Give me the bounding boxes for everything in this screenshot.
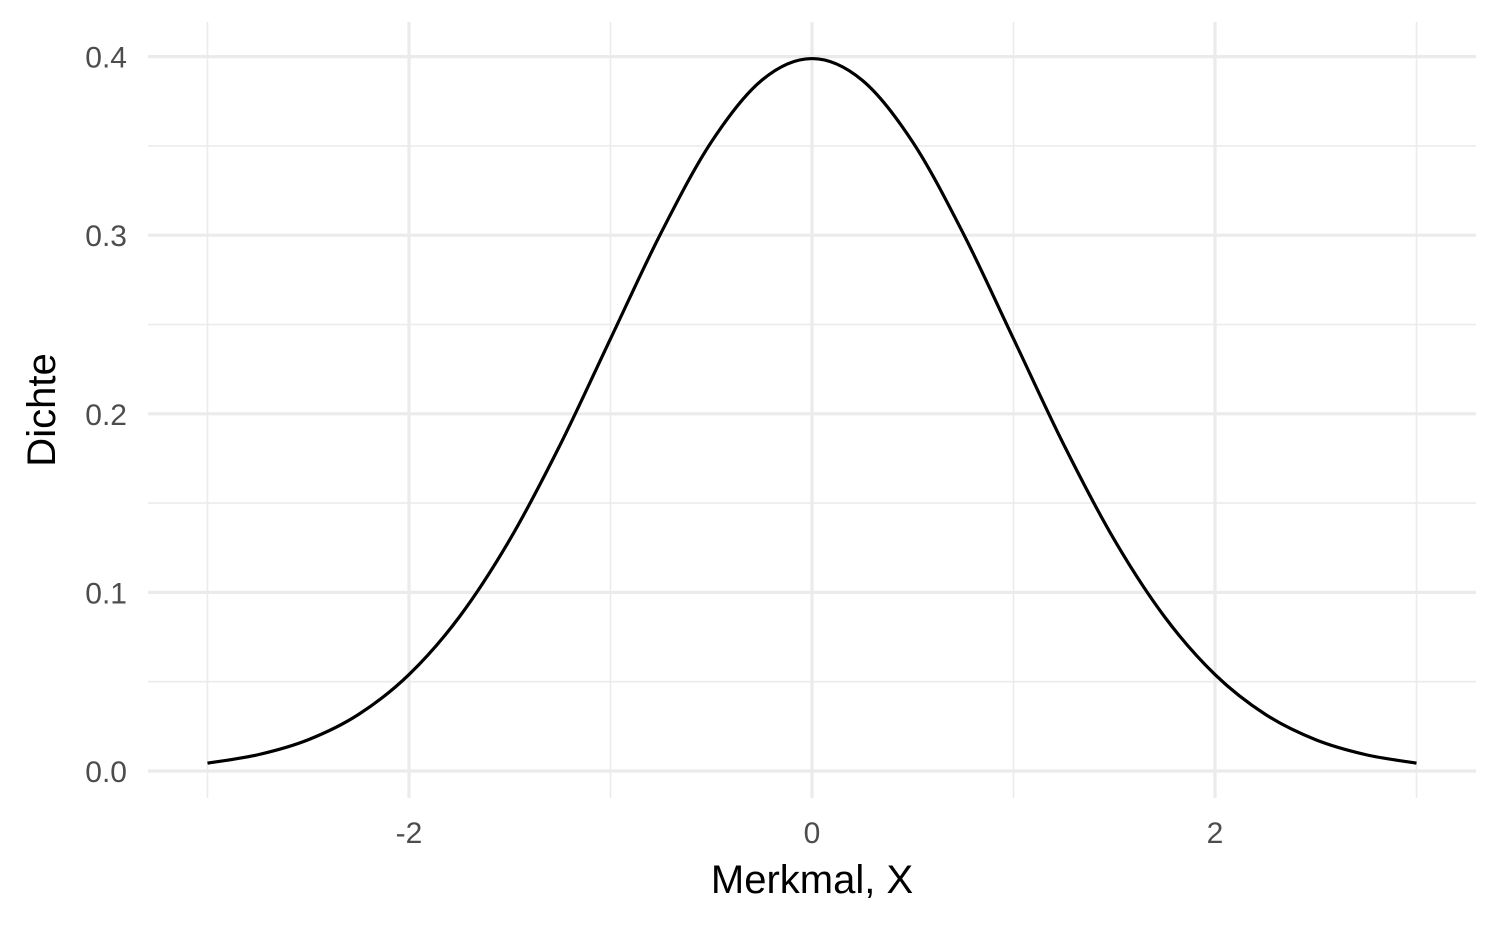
x-tick-label: 2: [1207, 817, 1224, 850]
y-tick-label: 0.3: [85, 220, 127, 253]
x-axis-title: Merkmal, X: [711, 858, 913, 902]
density-curve: [207, 56, 1417, 765]
y-tick-label: 0.2: [85, 399, 127, 432]
major-gridlines: [148, 22, 1476, 798]
y-axis-ticks: 0.0 0.1 0.2 0.3 0.4: [85, 42, 127, 789]
y-tick-label: 0.4: [85, 42, 127, 75]
x-tick-label: -2: [396, 817, 423, 850]
y-axis-title: Dichte: [20, 353, 64, 466]
x-tick-label: 0: [804, 817, 821, 850]
y-tick-label: 0.0: [85, 756, 127, 789]
x-axis-ticks: -2 0 2: [396, 817, 1224, 850]
y-tick-label: 0.1: [85, 577, 127, 610]
series-layer: [207, 56, 1417, 765]
